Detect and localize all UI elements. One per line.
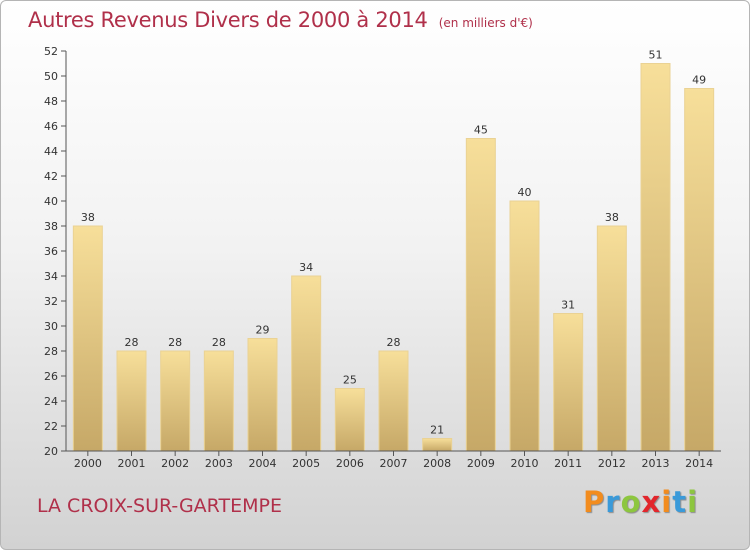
bar [291,275,322,452]
y-tick-label: 48 [44,95,58,108]
x-tick-label: 2003 [205,457,233,470]
x-tick-label: 2005 [292,457,320,470]
bar [160,350,191,452]
logo-letter: i [687,485,699,519]
chart-subtitle: (en milliers d'€) [438,16,533,30]
bar [596,225,627,452]
x-tick-label: 2008 [423,457,451,470]
bar [72,225,103,452]
y-tick-label: 32 [44,295,58,308]
logo-letter: P [583,485,606,519]
bar [378,350,409,452]
bar-value-label: 34 [299,261,313,274]
bar [553,313,584,452]
bar-value-label: 31 [561,299,575,312]
bar-value-label: 28 [168,336,182,349]
logo-letter: i [661,485,673,519]
y-tick-label: 42 [44,170,58,183]
y-tick-label: 22 [44,420,58,433]
bar [247,338,278,452]
bar [465,138,496,452]
logo-letter: r [605,485,621,519]
bar-value-label: 28 [125,336,139,349]
bar-value-label: 49 [692,74,706,87]
x-tick-label: 2012 [598,457,626,470]
y-tick-label: 44 [44,145,58,158]
y-tick-label: 46 [44,120,58,133]
proxiti-logo: Proxiti [583,485,698,519]
commune-label: LA CROIX-SUR-GARTEMPE [37,495,282,517]
y-tick-label: 36 [44,245,58,258]
x-tick-label: 2004 [249,457,277,470]
y-tick-label: 30 [44,320,58,333]
bar [509,200,540,452]
x-tick-label: 2009 [467,457,495,470]
x-tick-label: 2013 [642,457,670,470]
bar [640,63,671,452]
y-tick-label: 26 [44,370,58,383]
bar-value-label: 29 [256,324,270,337]
x-tick-label: 2007 [380,457,408,470]
bar [203,350,234,452]
bar [684,88,715,452]
bar-value-label: 28 [387,336,401,349]
x-tick-label: 2006 [336,457,364,470]
bar-value-label: 28 [212,336,226,349]
bar [116,350,147,452]
chart-title-block: Autres Revenus Divers de 2000 à 2014 (en… [28,8,533,32]
bar-value-label: 21 [430,424,444,437]
bar-value-label: 38 [81,211,95,224]
x-tick-label: 2014 [685,457,713,470]
y-tick-label: 34 [44,270,58,283]
x-tick-label: 2002 [161,457,189,470]
bar [422,438,453,452]
bar-value-label: 25 [343,374,357,387]
x-tick-label: 2011 [554,457,582,470]
bar-value-label: 40 [518,186,532,199]
y-tick-label: 28 [44,345,58,358]
y-tick-label: 20 [44,445,58,458]
y-tick-label: 52 [44,45,58,58]
bar-value-label: 38 [605,211,619,224]
y-tick-label: 24 [44,395,58,408]
bar-value-label: 51 [649,49,663,62]
x-tick-label: 2001 [118,457,146,470]
y-tick-label: 38 [44,220,58,233]
logo-letter: x [641,485,662,519]
logo-letter: o [620,485,642,519]
bar [334,388,365,452]
x-tick-label: 2010 [511,457,539,470]
y-tick-label: 40 [44,195,58,208]
logo-letter: t [672,485,688,519]
chart-title: Autres Revenus Divers de 2000 à 2014 [28,8,428,32]
x-tick-label: 2000 [74,457,102,470]
y-tick-label: 50 [44,70,58,83]
bar-value-label: 45 [474,124,488,137]
